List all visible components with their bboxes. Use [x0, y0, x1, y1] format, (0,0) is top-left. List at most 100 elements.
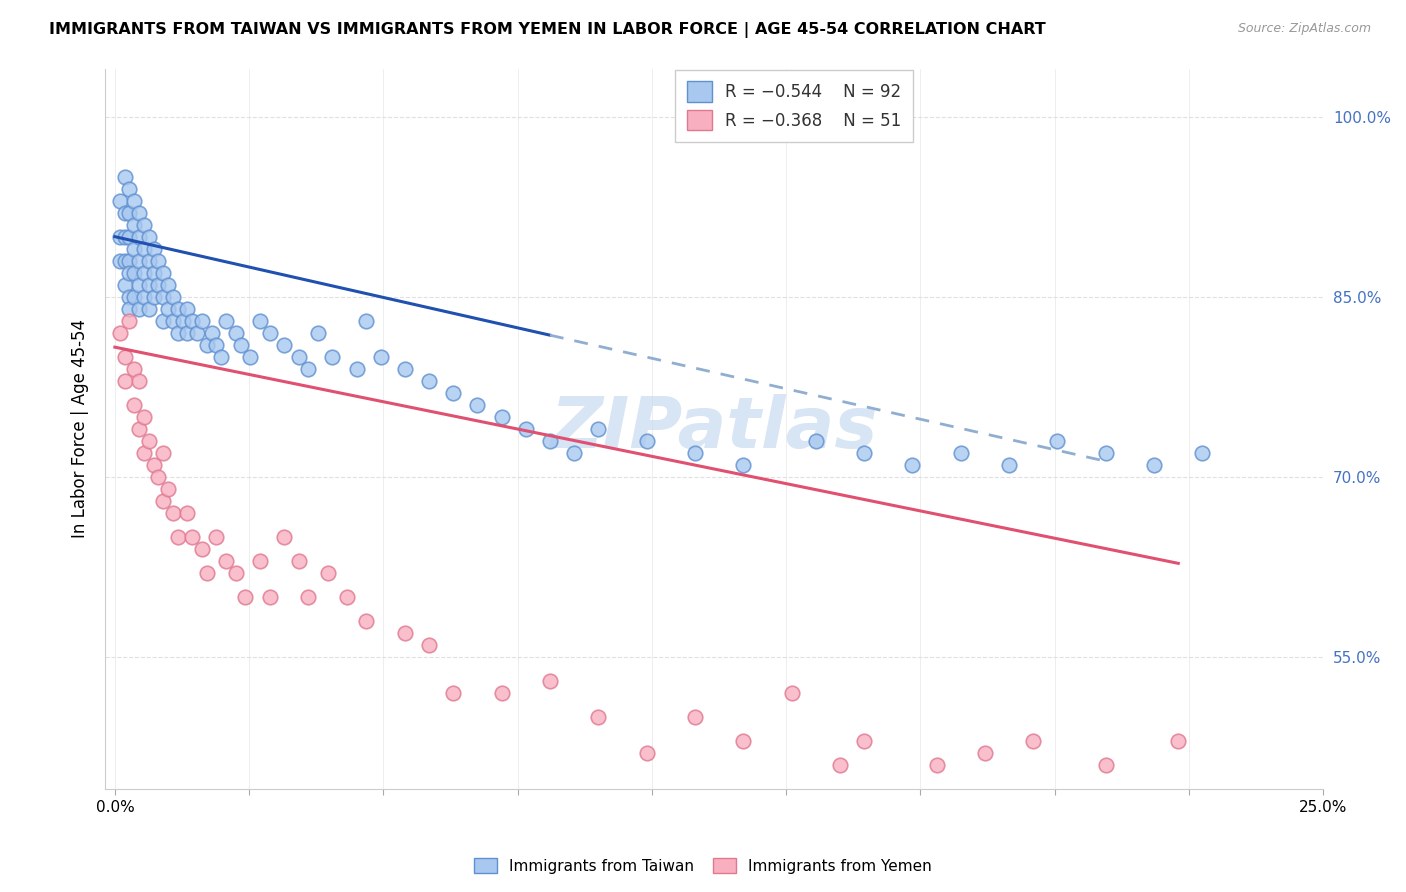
Point	[166, 530, 188, 544]
Point	[235, 590, 257, 604]
Point	[142, 266, 165, 280]
Point	[132, 266, 155, 280]
Legend: Immigrants from Taiwan, Immigrants from Yemen: Immigrants from Taiwan, Immigrants from …	[468, 852, 938, 880]
Point	[215, 554, 238, 568]
Point	[804, 434, 827, 448]
Point	[142, 290, 165, 304]
Point	[114, 374, 136, 388]
Point	[683, 710, 706, 724]
Point	[259, 590, 281, 604]
Point	[132, 290, 155, 304]
Point	[780, 686, 803, 700]
Point	[974, 746, 997, 760]
Point	[733, 458, 755, 472]
Point	[122, 194, 145, 208]
Point	[491, 409, 513, 424]
Point	[259, 326, 281, 340]
Point	[157, 277, 180, 292]
Point	[538, 434, 561, 448]
Point	[209, 350, 232, 364]
Point	[418, 638, 440, 652]
Point	[828, 758, 851, 772]
Point	[118, 266, 141, 280]
Point	[225, 566, 247, 580]
Point	[176, 326, 198, 340]
Point	[122, 266, 145, 280]
Point	[346, 361, 368, 376]
Point	[418, 374, 440, 388]
Point	[138, 253, 160, 268]
Point	[287, 554, 309, 568]
Point	[195, 566, 218, 580]
Point	[200, 326, 222, 340]
Point	[162, 506, 184, 520]
Point	[114, 350, 136, 364]
Point	[128, 253, 150, 268]
Point	[336, 590, 359, 604]
Point	[467, 398, 489, 412]
Point	[925, 758, 948, 772]
Point	[354, 314, 377, 328]
Point	[586, 422, 609, 436]
Text: ZIPatlas: ZIPatlas	[551, 394, 877, 463]
Point	[128, 205, 150, 219]
Point	[225, 326, 247, 340]
Point	[118, 181, 141, 195]
Point	[132, 218, 155, 232]
Point	[239, 350, 262, 364]
Point	[273, 338, 295, 352]
Point	[152, 266, 174, 280]
Point	[181, 314, 204, 328]
Point	[316, 566, 339, 580]
Point	[181, 530, 204, 544]
Point	[1046, 434, 1069, 448]
Point	[441, 686, 464, 700]
Point	[122, 398, 145, 412]
Point	[118, 253, 141, 268]
Point	[118, 229, 141, 244]
Point	[138, 229, 160, 244]
Point	[142, 242, 165, 256]
Point	[1022, 734, 1045, 748]
Point	[166, 326, 188, 340]
Point	[1094, 446, 1116, 460]
Point	[491, 686, 513, 700]
Point	[138, 301, 160, 316]
Point	[1167, 734, 1189, 748]
Point	[108, 229, 131, 244]
Point	[122, 242, 145, 256]
Point	[142, 458, 165, 472]
Point	[636, 434, 658, 448]
Point	[108, 253, 131, 268]
Point	[138, 277, 160, 292]
Point	[733, 734, 755, 748]
Point	[114, 205, 136, 219]
Point	[128, 229, 150, 244]
Point	[321, 350, 343, 364]
Point	[132, 409, 155, 424]
Point	[118, 290, 141, 304]
Point	[191, 314, 214, 328]
Point	[186, 326, 208, 340]
Legend: R = −0.544    N = 92, R = −0.368    N = 51: R = −0.544 N = 92, R = −0.368 N = 51	[675, 70, 912, 142]
Point	[1094, 758, 1116, 772]
Point	[148, 470, 170, 484]
Point	[562, 446, 585, 460]
Point	[114, 229, 136, 244]
Point	[1191, 446, 1213, 460]
Point	[205, 338, 228, 352]
Point	[172, 314, 194, 328]
Point	[441, 385, 464, 400]
Point	[118, 205, 141, 219]
Point	[128, 374, 150, 388]
Point	[176, 301, 198, 316]
Point	[538, 674, 561, 689]
Point	[108, 194, 131, 208]
Point	[118, 301, 141, 316]
Point	[297, 361, 319, 376]
Point	[152, 446, 174, 460]
Text: Source: ZipAtlas.com: Source: ZipAtlas.com	[1237, 22, 1371, 36]
Point	[354, 614, 377, 628]
Point	[122, 290, 145, 304]
Point	[128, 277, 150, 292]
